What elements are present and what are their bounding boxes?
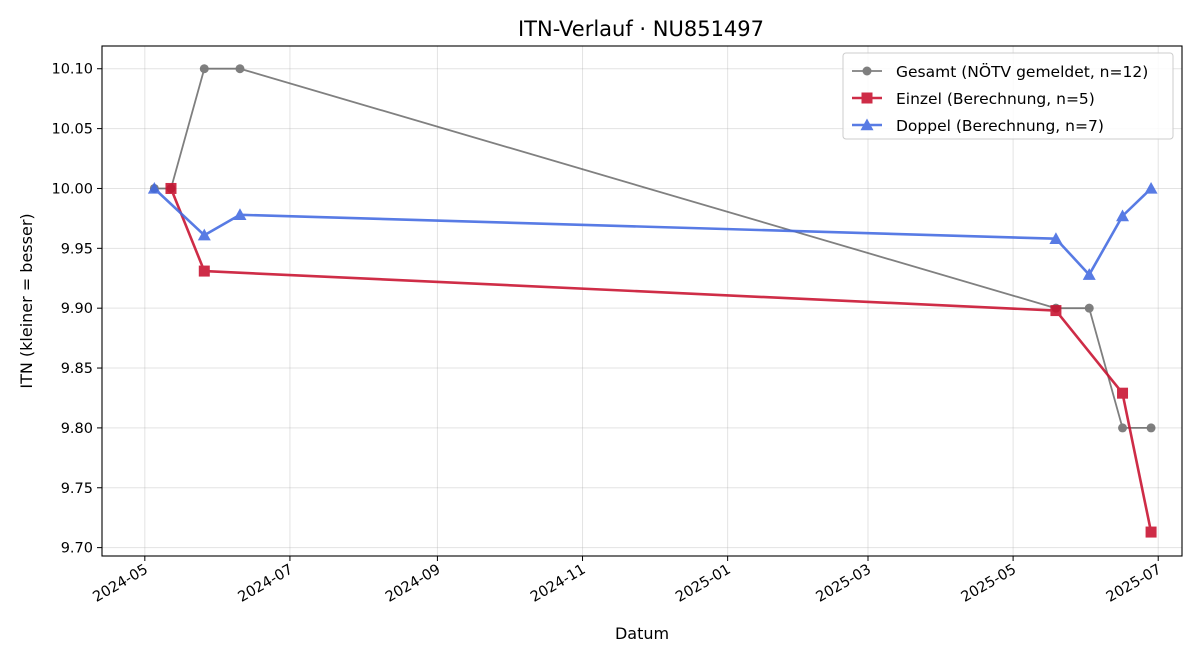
data-point-circle: [199, 64, 209, 74]
legend-swatch: [852, 118, 882, 131]
series-triangle: [147, 181, 1158, 280]
series-layer: [147, 64, 1158, 538]
series-line: [154, 67, 1152, 429]
chart-title: ITN-Verlauf · NU851497: [518, 17, 764, 41]
legend-swatch: [852, 66, 882, 76]
legend-entry-label: Einzel (Berechnung, n=5): [896, 90, 1095, 108]
legend-swatch-marker: [862, 66, 872, 76]
y-tick-label: 9.90: [61, 301, 93, 317]
y-tick-label: 9.80: [61, 421, 93, 437]
plot-frame: [101, 45, 1183, 557]
data-point-square: [1145, 526, 1157, 538]
data-point-circle: [1084, 303, 1094, 313]
x-axis-label: Datum: [615, 624, 669, 643]
data-point-triangle: [147, 181, 161, 194]
data-point-square: [165, 182, 177, 194]
data-point-square: [1050, 305, 1062, 317]
data-point-triangle: [233, 208, 247, 221]
legend-box: [842, 52, 1174, 140]
legend-entry-label: Doppel (Berechnung, n=7): [896, 117, 1104, 135]
y-tick-label: 10.00: [51, 181, 93, 197]
data-point-square: [198, 265, 210, 277]
data-point-triangle: [197, 228, 211, 241]
y-tick-label: 10.05: [51, 122, 93, 138]
data-point-triangle: [1082, 268, 1096, 280]
legend: Gesamt (NÖTV gemeldet, n=12) Einzel (Bere…: [842, 52, 1174, 140]
data-point-triangle: [1144, 181, 1158, 194]
legend-swatch: [852, 92, 882, 104]
series-square: [165, 182, 1157, 538]
y-tick-label: 9.70: [61, 541, 93, 557]
data-point-circle: [1118, 423, 1128, 433]
legend-entry-label: Gesamt (NÖTV gemeldet, n=12): [896, 62, 1148, 81]
legend-swatch-marker: [860, 118, 874, 131]
data-point-triangle: [1116, 209, 1130, 222]
y-tick-label: 9.75: [61, 481, 93, 497]
data-point-circle: [235, 64, 245, 74]
data-point-triangle: [1049, 232, 1063, 244]
legend-swatch-marker: [861, 92, 873, 104]
data-point-square: [1117, 387, 1129, 399]
y-tick-label: 9.95: [61, 241, 93, 257]
y-tick-label: 9.85: [61, 361, 93, 377]
data-point-circle: [1146, 423, 1156, 433]
y-axis-label: ITN (kleiner = besser): [17, 213, 36, 388]
y-tick-label: 10.10: [51, 62, 93, 78]
